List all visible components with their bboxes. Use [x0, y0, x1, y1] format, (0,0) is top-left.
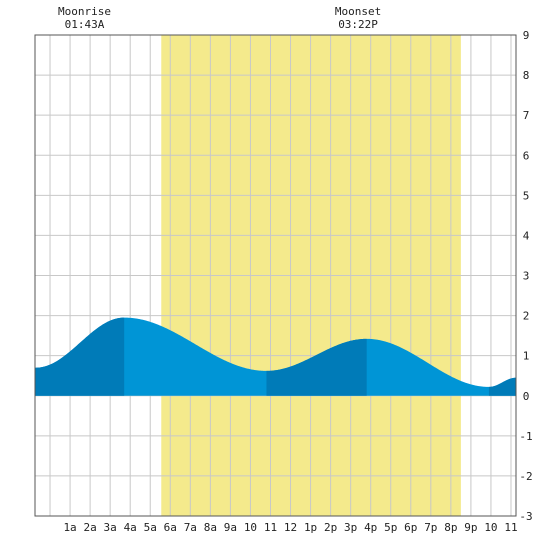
- plot-border: [34, 34, 517, 517]
- moonrise-time: 01:43A: [65, 18, 105, 31]
- y-tick-label: 2: [523, 310, 530, 323]
- y-tick-label: 7: [523, 109, 530, 122]
- y-tick-label: 9: [523, 29, 530, 42]
- x-tick-label: 5p: [384, 521, 397, 534]
- y-tick-label: -1: [519, 430, 532, 443]
- x-tick-label: 1p: [304, 521, 317, 534]
- moonrise-label: Moonrise: [58, 5, 111, 18]
- moonset-label: Moonset: [335, 5, 381, 18]
- x-tick-label: 2p: [324, 521, 337, 534]
- y-tick-label: 0: [523, 390, 530, 403]
- x-tick-label: 8p: [444, 521, 457, 534]
- x-tick-label: 3a: [104, 521, 117, 534]
- x-tick-label: 3p: [344, 521, 357, 534]
- x-tick-label: 7a: [184, 521, 197, 534]
- x-tick-label: 12: [284, 521, 297, 534]
- x-tick-label: 2a: [83, 521, 96, 534]
- x-tick-label: 9p: [464, 521, 477, 534]
- moonset-time: 03:22P: [338, 18, 378, 31]
- x-tick-label: 4p: [364, 521, 377, 534]
- y-tick-label: 5: [523, 189, 530, 202]
- x-tick-label: 6a: [164, 521, 177, 534]
- tide-area: [35, 317, 516, 396]
- tide-area-rising: [488, 377, 516, 396]
- y-tick-label: 4: [523, 229, 530, 242]
- y-tick-label: -3: [519, 510, 532, 523]
- y-tick-label: -2: [519, 470, 532, 483]
- tide-area-rising: [266, 338, 367, 396]
- y-tick-label: 1: [523, 350, 530, 363]
- y-tick-label: 8: [523, 69, 530, 82]
- x-tick-label: 11: [504, 521, 517, 534]
- tide-area-rising: [35, 317, 125, 396]
- x-tick-label: 7p: [424, 521, 437, 534]
- x-tick-label: 10: [484, 521, 497, 534]
- x-tick-label: 9a: [224, 521, 237, 534]
- x-tick-label: 4a: [124, 521, 137, 534]
- x-tick-label: 8a: [204, 521, 217, 534]
- x-tick-label: 11: [264, 521, 277, 534]
- x-tick-label: 6p: [404, 521, 417, 534]
- x-tick-label: 5a: [144, 521, 157, 534]
- x-tick-label: 10: [244, 521, 257, 534]
- y-tick-label: 6: [523, 149, 530, 162]
- y-tick-label: 3: [523, 270, 530, 283]
- x-tick-label: 1a: [63, 521, 76, 534]
